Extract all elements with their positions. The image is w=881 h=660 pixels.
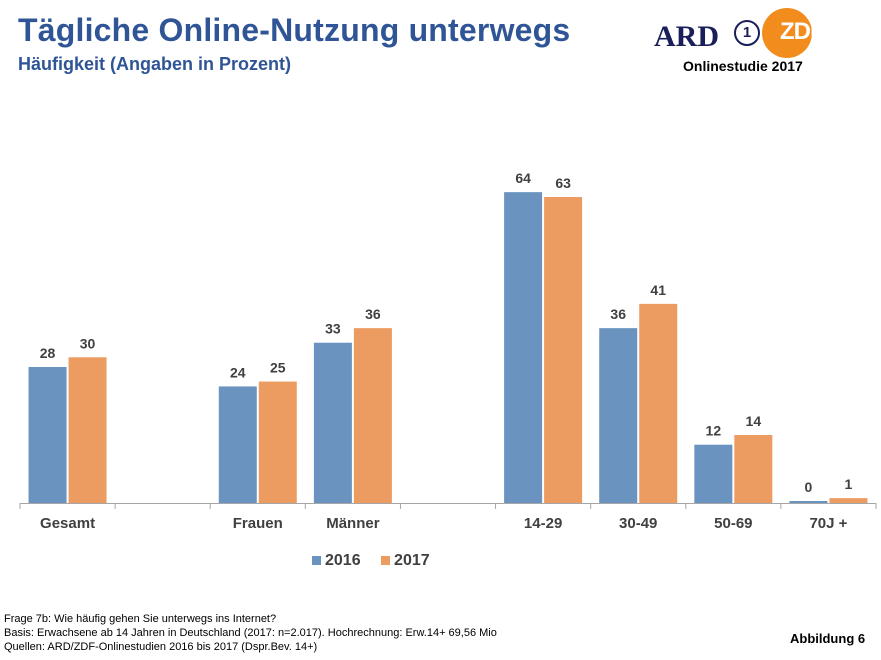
data-label-2016-Männer: 33 (325, 321, 341, 337)
footnote-basis: Basis: Erwachsene ab 14 Jahren in Deutsc… (4, 627, 497, 639)
bar-2016-Gesamt (28, 367, 67, 503)
zdf-logo-text: ZDF (780, 18, 825, 45)
data-label-2017-30-49: 41 (650, 282, 666, 298)
legend-label-2016: 2016 (325, 552, 361, 569)
chart-title: Tägliche Online-Nutzung unterwegs (18, 12, 571, 48)
data-label-2016-Frauen: 24 (230, 364, 246, 380)
bar-2017-Gesamt (68, 357, 107, 503)
x-tick-label-70J +: 70J + (809, 515, 847, 532)
bar-2017-Frauen (258, 381, 297, 503)
bar-2017-50-69 (734, 435, 773, 503)
x-tick-label-30-49: 30-49 (619, 515, 657, 532)
data-label-2017-70J +: 1 (845, 476, 853, 492)
bar-2016-70J + (789, 501, 828, 503)
zdf-logo-icon (762, 8, 812, 58)
legend-swatch-2016 (312, 556, 321, 566)
chart-subtitle: Häufigkeit (Angaben in Prozent) (18, 54, 292, 74)
x-tick-label-50-69: 50-69 (714, 515, 752, 532)
bar-2016-Frauen (218, 386, 257, 503)
bar-2017-14-29 (544, 197, 583, 503)
bar-2016-30-49 (599, 328, 638, 503)
figure-number: Abbildung 6 (790, 631, 866, 646)
bar-2017-Männer (353, 328, 392, 503)
bar-2016-50-69 (694, 444, 733, 503)
data-label-2016-70J +: 0 (805, 479, 813, 495)
legend-item-2017: 2017 (381, 552, 430, 570)
data-label-2017-Frauen: 25 (270, 360, 286, 376)
ard-one-icon: 1 (734, 20, 760, 46)
footnote-sources: Quellen: ARD/ZDF-Onlinestudien 2016 bis … (4, 641, 318, 653)
ard-logo-text: ARD (654, 20, 719, 53)
bar-2017-70J + (829, 498, 868, 503)
bar-2016-14-29 (504, 192, 543, 503)
x-tick-label-Gesamt: Gesamt (40, 515, 95, 532)
data-label-2016-50-69: 12 (706, 423, 722, 439)
data-label-2017-50-69: 14 (746, 413, 762, 429)
data-label-2017-14-29: 63 (555, 175, 571, 191)
legend-swatch-2017 (381, 556, 391, 566)
data-label-2017-Gesamt: 30 (80, 335, 96, 351)
data-label-2016-30-49: 36 (610, 306, 626, 322)
bar-2017-30-49 (639, 303, 678, 503)
data-label-2016-Gesamt: 28 (40, 345, 56, 361)
data-label-2017-Männer: 36 (365, 306, 381, 322)
legend-item-2016: 2016 (312, 552, 361, 570)
x-tick-label-14-29: 14-29 (524, 515, 562, 532)
x-tick-label-Männer: Männer (326, 515, 380, 532)
data-label-2016-14-29: 64 (515, 170, 531, 186)
study-label: Onlinestudie 2017 (683, 58, 803, 74)
x-tick-label-Frauen: Frauen (233, 515, 283, 532)
legend: 2016 2017 (312, 552, 446, 570)
footnote-question: Frage 7b: Wie häufig gehen Sie unterwegs… (4, 613, 277, 625)
bar-2016-Männer (313, 342, 352, 503)
legend-label-2017: 2017 (394, 552, 430, 569)
ard-zdf-logo: ARD 1 ZDF (652, 8, 852, 68)
